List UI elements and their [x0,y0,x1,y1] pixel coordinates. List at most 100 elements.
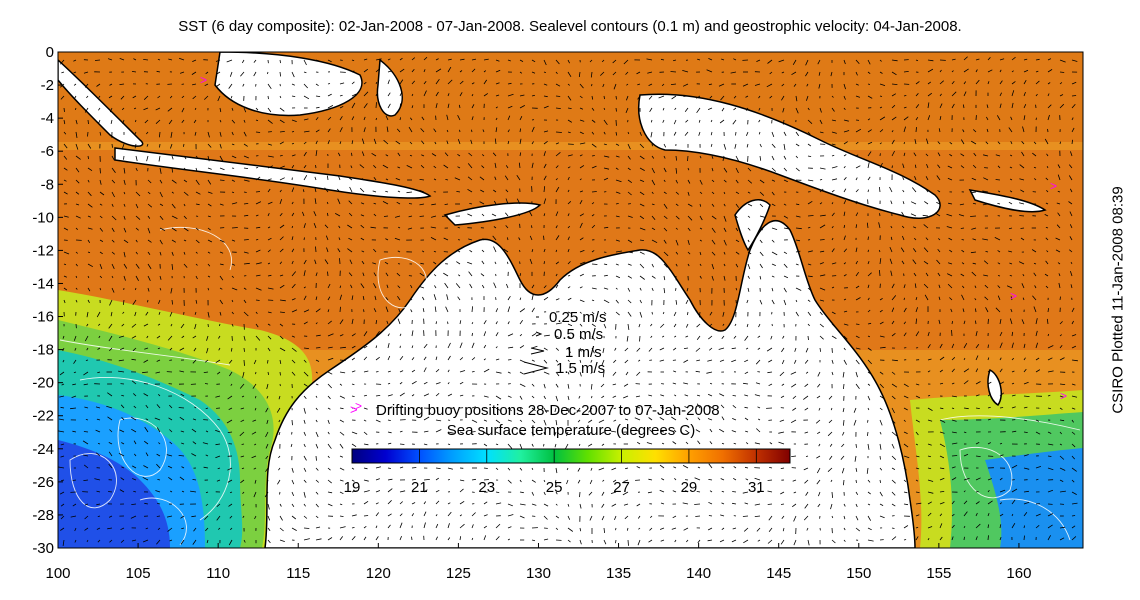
velocity-vector [483,395,489,398]
velocity-vector [459,342,463,349]
velocity-vector [327,271,329,277]
velocity-vector [999,502,1003,505]
velocity-vector [1046,190,1049,193]
velocity-vector [579,299,585,303]
velocity-vector [818,491,821,497]
velocity-vector [675,155,677,161]
velocity-vector [519,431,525,436]
velocity-vector [1023,501,1030,505]
velocity-vector [363,58,368,61]
velocity-vector [743,527,749,532]
velocity-vector [399,356,404,361]
velocity-vector [168,58,173,61]
velocity-vector [423,356,427,361]
velocity-vector [1059,395,1065,398]
velocity-vector [709,95,713,99]
velocity-vector [159,203,164,206]
velocity-vector [408,215,413,218]
velocity-vector [315,503,319,508]
velocity-vector [144,347,149,350]
velocity-vector [267,155,274,158]
velocity-vector [732,527,737,530]
velocity-vector [1071,117,1074,121]
velocity-vector [733,107,737,111]
velocity-vector [519,515,525,519]
velocity-vector [507,105,513,109]
velocity-vector [758,323,761,328]
velocity-vector [951,357,956,361]
velocity-vector [87,191,92,197]
velocity-vector [303,141,307,145]
velocity-vector [363,345,368,349]
velocity-vector [939,80,944,85]
velocity-vector [1008,250,1013,253]
velocity-vector [843,248,848,253]
velocity-vector [671,95,677,100]
velocity-vector [408,126,413,133]
velocity-vector [397,250,401,253]
velocity-vector [314,188,317,193]
velocity-vector [555,83,561,87]
velocity-vector [467,188,473,193]
velocity-vector [591,143,597,148]
velocity-vector [948,202,953,205]
velocity-vector [58,430,65,433]
velocity-vector [73,83,77,86]
velocity-vector [195,275,198,280]
velocity-vector [855,467,858,472]
velocity-vector [818,443,821,447]
velocity-vector [1011,522,1016,529]
velocity-vector [771,143,776,148]
velocity-vector [778,431,785,434]
velocity-vector [119,489,125,493]
velocity-vector [831,491,833,498]
velocity-vector [399,333,402,337]
velocity-vector [855,212,859,217]
velocity-vector [731,539,737,543]
velocity-vector [123,251,126,258]
velocity-vector [867,322,872,325]
velocity-vector [747,167,752,172]
velocity-vector [924,201,929,205]
velocity-vector [867,371,871,375]
velocity-vector [315,334,321,337]
velocity-vector [63,215,69,218]
velocity-vector [180,539,185,545]
velocity-vector [159,167,162,174]
velocity-vector [327,491,333,494]
velocity-vector [637,539,641,546]
velocity-vector [60,95,65,100]
velocity-vector [315,479,319,483]
velocity-vector [543,296,549,301]
velocity-vector [843,107,846,110]
velocity-vector [360,224,365,229]
velocity-vector [1071,345,1077,349]
velocity-vector [745,347,749,350]
velocity-vector [603,155,610,158]
velocity-vector [531,59,536,63]
velocity-vector [143,95,149,100]
velocity-vector [60,83,65,88]
velocity-vector [997,190,1001,193]
velocity-vector [107,392,113,397]
velocity-vector [843,154,847,157]
velocity-vector [84,503,89,506]
velocity-vector [926,138,929,145]
velocity-vector [397,190,401,193]
velocity-vector [1068,164,1073,169]
velocity-vector [469,249,473,253]
velocity-vector [63,299,66,304]
velocity-vector [1011,81,1016,85]
velocity-vector [554,443,557,448]
velocity-vector [816,455,821,459]
velocity-vector [903,407,908,411]
velocity-vector [255,131,261,133]
velocity-vector [913,272,917,277]
velocity-vector [480,189,485,193]
velocity-vector [303,347,309,349]
velocity-vector [879,186,881,193]
velocity-vector [327,175,329,181]
velocity-vector [722,155,725,161]
velocity-vector [267,287,274,290]
velocity-vector [767,490,773,493]
